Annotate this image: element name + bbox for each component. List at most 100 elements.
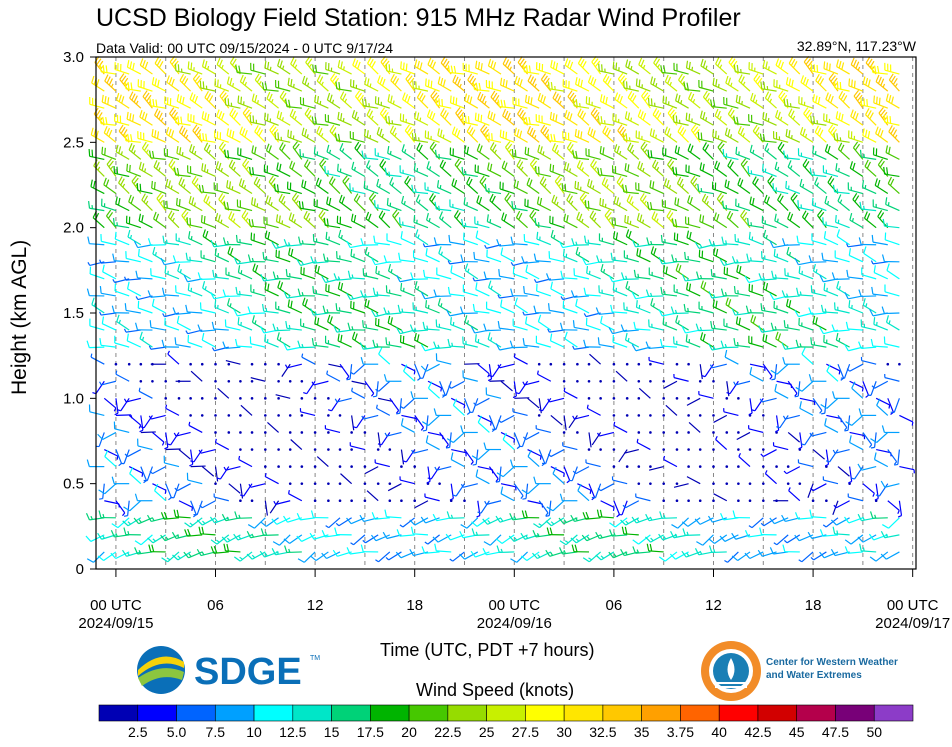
wind-barb [351, 109, 366, 126]
wind-barb [687, 414, 690, 417]
colorbar-swatch [98, 704, 139, 722]
wind-barb [563, 213, 578, 229]
wind-barb [872, 199, 888, 212]
wind-barb [564, 58, 578, 75]
wind-barb [698, 301, 714, 314]
colorbar-label: 2.5 [128, 724, 148, 740]
wind-barb [297, 340, 316, 349]
wind-barb [800, 75, 814, 92]
wind-barb [385, 63, 402, 75]
colorbar-label: 47.5 [822, 724, 849, 740]
wind-barb [124, 133, 141, 143]
wind-barb [325, 231, 341, 246]
wind-barb [167, 350, 180, 365]
wind-barb [298, 200, 316, 212]
wind-barb [762, 59, 777, 75]
wind-barb [873, 95, 888, 109]
wind-barb [486, 249, 502, 263]
wind-barb [645, 513, 664, 522]
wind-barb [277, 379, 280, 383]
wind-barb [347, 322, 365, 331]
wind-barb [236, 199, 253, 212]
wind-barb [870, 432, 877, 449]
wind-barb [662, 414, 665, 417]
wind-barb [350, 300, 366, 314]
wind-barb [547, 133, 565, 143]
wind-barb [710, 99, 727, 109]
wind-barb [761, 215, 777, 229]
wind-barb [775, 58, 789, 75]
wind-barb [338, 499, 342, 503]
cw3e-text-line1: Center for Western Weather [766, 657, 898, 668]
wind-barb [811, 499, 815, 503]
wind-barb [414, 500, 429, 509]
wind-barb [648, 267, 664, 280]
wind-barb [560, 270, 578, 280]
wind-barb [673, 284, 689, 297]
wind-barb [637, 482, 641, 485]
wind-barb [112, 253, 130, 263]
wind-barb [850, 57, 864, 75]
wind-barb [675, 431, 679, 434]
wind-barb [652, 108, 665, 126]
wind-barb [835, 111, 850, 126]
wind-barb [810, 551, 827, 561]
wind-barb [372, 287, 390, 297]
wind-barb [737, 431, 740, 434]
wind-barb [190, 465, 206, 468]
wind-barb [673, 373, 689, 382]
wind-barb [589, 353, 602, 365]
wind-barb [499, 181, 515, 195]
wind-barb [92, 210, 105, 229]
wind-barb [512, 381, 517, 399]
wind-barb [471, 528, 490, 536]
wind-barb [880, 480, 900, 488]
wind-barb [499, 129, 515, 143]
wind-barb [460, 425, 478, 434]
wind-barb [213, 130, 229, 143]
wind-barb [351, 380, 367, 385]
wind-barb [214, 414, 217, 417]
wind-barb [99, 483, 105, 500]
wind-barb [618, 500, 628, 516]
wind-barb [439, 159, 452, 177]
wind-barb [226, 128, 241, 143]
wind-barb [187, 283, 203, 297]
wind-barb [92, 380, 105, 395]
wind-barb [246, 530, 266, 539]
wind-barb [86, 340, 105, 349]
wind-barb [719, 258, 739, 267]
wind-barb [685, 112, 701, 126]
wind-barb [224, 319, 241, 331]
wind-barb [435, 319, 452, 331]
wind-barb [149, 98, 166, 109]
wind-barb [659, 511, 677, 519]
wind-barb [775, 415, 780, 433]
wind-barb [797, 200, 814, 212]
wind-barb [495, 343, 515, 351]
wind-barb [869, 551, 889, 562]
wind-barb [201, 59, 216, 75]
wind-barb [848, 300, 864, 314]
wind-barb [139, 331, 153, 348]
wind-barb [389, 397, 400, 414]
wind-barb [104, 449, 117, 468]
wind-barb [576, 379, 579, 383]
wind-barb [874, 483, 879, 501]
wind-barb [712, 499, 715, 503]
wind-barb [740, 158, 751, 177]
wind-barb [276, 162, 291, 178]
wind-barb [433, 289, 452, 298]
wind-barb [585, 148, 601, 160]
wind-barb [702, 142, 714, 160]
wind-barb [787, 160, 801, 177]
wind-barb [199, 302, 216, 314]
wind-barb [526, 177, 540, 195]
wind-barb [211, 346, 229, 352]
x-tick-label: 00 UTC [488, 597, 540, 614]
wind-barb [623, 80, 639, 92]
wind-barb [625, 465, 629, 468]
wind-barb [284, 363, 302, 369]
wind-barb [178, 125, 192, 143]
wind-barb [790, 192, 801, 211]
